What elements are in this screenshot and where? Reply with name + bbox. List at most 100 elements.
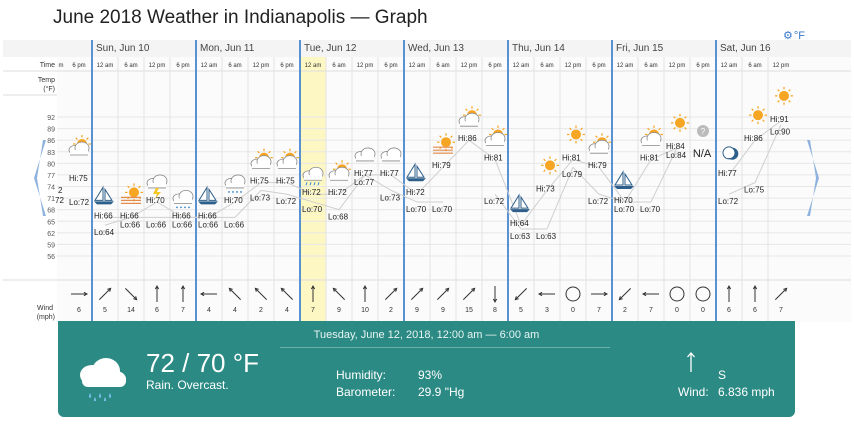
low-temp-line [546, 167, 574, 230]
high-temp-label: Hi:73 [536, 184, 555, 193]
low-temp-label: Lo:66 [146, 220, 167, 229]
high-temp-label: Hi:77 [380, 169, 399, 178]
wind-direction-arrow-icon [436, 287, 450, 301]
low-temp-label: Lo:70 [432, 205, 453, 214]
high-temp-label: Hi:75 [250, 177, 269, 186]
low-temp-label: Lo:66 [120, 220, 141, 229]
wind-direction-arrow-icon-head [362, 284, 368, 290]
wind-speed: 7 [597, 307, 601, 314]
wind-direction-arrow-icon [514, 287, 528, 301]
wind-speed: 10 [361, 307, 369, 314]
wind-direction-arrow-icon-head [83, 291, 89, 297]
low-temp-label: Lo:70 [614, 205, 635, 214]
temp-tick-label: 89 [47, 127, 55, 134]
high-temp-label: Hi:77 [718, 169, 737, 178]
wind-direction-arrow-icon-head [492, 298, 498, 304]
detail-temperature: 72 / 70 °F [146, 348, 260, 378]
night-clear-icon [510, 193, 530, 213]
high-temp-label: Hi:81 [484, 153, 503, 162]
high-temp-line [416, 166, 444, 195]
wind-direction-arrow-icon-head [752, 284, 758, 290]
time-slot-label: 6 pm [280, 63, 293, 69]
high-temp-label: Hi:70 [614, 196, 633, 205]
low-temp-line [364, 174, 392, 191]
low-temp-line [754, 124, 782, 183]
time-slot-label: 12 pm [773, 63, 790, 69]
sunny-haze-icon [433, 133, 455, 154]
time-slot-label: m [59, 63, 64, 69]
wind-speed: 5 [103, 307, 107, 314]
gear-icon[interactable]: ⚙ [783, 30, 793, 42]
sunny-haze-icon [121, 183, 143, 204]
wind-direction-arrow-icon [124, 287, 138, 301]
wind-direction-arrow-icon-head [332, 287, 337, 292]
time-slot-label: 6 am [228, 63, 241, 69]
wind-speed: 2 [259, 307, 263, 314]
day-label: Tue, Jun 12 [304, 43, 357, 54]
sunny-icon [567, 125, 585, 144]
wind-direction-arrow-icon-head [254, 287, 259, 292]
low-temp-label: Lo:66 [198, 220, 219, 229]
wind-direction-arrow-icon [98, 287, 112, 301]
wind-direction-arrow-icon-head [310, 284, 316, 290]
high-temp-label: 2 [58, 186, 63, 195]
temp-tick-label: 74 [47, 185, 55, 192]
day-label: Wed, Jun 13 [408, 43, 464, 54]
high-temp-line [728, 139, 756, 176]
low-temp-line [494, 193, 522, 230]
sunny-icon [775, 86, 793, 105]
wind-direction-arrow-icon-head [180, 284, 186, 290]
wind-direction-arrow-icon [618, 287, 632, 301]
low-temp-label: Lo:73 [250, 193, 271, 202]
wind-direction-arrow-icon-head [419, 287, 424, 292]
units-toggle[interactable]: ⚙°F [783, 29, 805, 42]
wind-direction-arrow-icon [686, 351, 696, 378]
low-temp-line [390, 189, 418, 203]
previous-week-arrow-icon[interactable] [33, 140, 47, 216]
time-slot-label: 6 pm [72, 63, 85, 69]
low-temp-line [338, 174, 366, 210]
temp-tick-label: 92 [47, 115, 55, 122]
wind-speed: 7 [779, 307, 783, 314]
wind-direction-arrow-icon-head [514, 296, 519, 301]
wind-direction-arrow-icon [462, 287, 476, 301]
time-slot-label: 6 am [748, 63, 761, 69]
humidity-value: 93% [418, 368, 443, 382]
wind-direction-arrow-icon-head [471, 287, 476, 292]
low-temp-label: Lo:70 [640, 205, 661, 214]
wind-row-unit: (mph) [37, 314, 55, 321]
high-temp-label: Hi:64 [510, 219, 529, 228]
selected-slot-highlight[interactable] [300, 57, 326, 322]
time-slot-label: 6 am [332, 63, 345, 69]
low-temp-label: Lo:77 [354, 178, 375, 187]
light-snow-cloud-icon [172, 189, 194, 209]
wind-speed: 0 [701, 307, 705, 314]
high-temp-line [546, 159, 574, 191]
calm-wind-icon [669, 286, 685, 302]
time-slot-label: 12 am [409, 63, 426, 69]
high-temp-line [130, 201, 158, 218]
wind-direction-arrow-icon-head [537, 291, 543, 297]
next-week-arrow-icon[interactable] [806, 140, 820, 216]
time-slot-label: 6 pm [176, 63, 189, 69]
time-slot-label: 12 am [97, 63, 114, 69]
time-slot-label: 6 pm [488, 63, 501, 69]
sunny-icon [541, 156, 559, 175]
wind-speed: 2 [389, 307, 393, 314]
partly-sunny-icon [640, 125, 663, 146]
low-temp-line [312, 201, 340, 211]
temp-tick-label: 56 [47, 254, 55, 261]
high-temp-line [208, 201, 236, 218]
wind-direction-arrow-icon-head [228, 287, 233, 292]
high-temp-label: Hi:91 [770, 115, 789, 124]
partly-sunny-icon [276, 148, 299, 170]
wind-value: 6.836 mph [718, 385, 775, 399]
low-temp-label: Lo:66 [172, 220, 193, 229]
time-slot-label: 12 pm [565, 63, 582, 69]
wind-speed: 15 [465, 307, 473, 314]
wind-speed: 8 [493, 307, 497, 314]
high-temp-label: Hi:86 [458, 134, 477, 143]
svg-text:?: ? [701, 127, 706, 136]
high-temp-label: Hi:79 [432, 161, 451, 170]
wind-speed: 2 [623, 307, 627, 314]
